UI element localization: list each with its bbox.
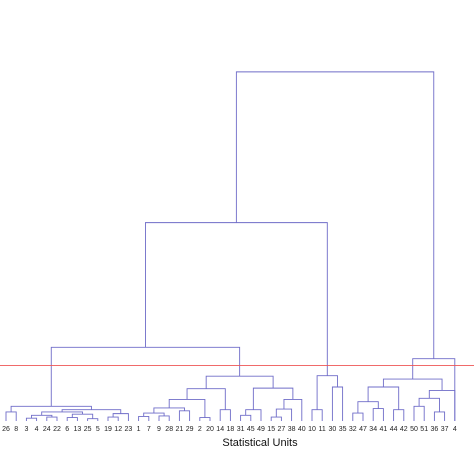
leaf-label: 7 [147,426,151,433]
dendrogram-link-10 [61,409,122,414]
dendrogram-link-37 [367,386,400,410]
dendrogram-links [5,71,456,421]
dendrogram-link-11 [10,405,92,412]
dendrogram-link-6 [71,413,94,419]
dendrogram-link-42 [382,378,443,391]
leaf-label: 8 [14,426,18,433]
dendrogram-link-5 [87,418,99,421]
leaf-label: 13 [74,426,82,433]
leaf-label: 26 [2,426,10,433]
dendrogram-link-1 [25,417,38,421]
leaf-label: 50 [410,426,418,433]
dendrogram-link-24 [275,408,293,421]
leaf-label: 20 [206,426,214,433]
x-axis-title: Statistical Units [222,437,298,449]
dendrogram-link-7 [41,411,83,416]
leaf-label: 19 [104,426,112,433]
dendrogram-link-0 [5,411,17,421]
dendrogram-link-30 [331,386,344,421]
leaf-label: 28 [165,426,173,433]
dendrogram-link-21 [240,414,252,421]
dendrogram-link-2 [46,416,58,421]
leaf-label: 41 [380,426,388,433]
leaf-label: 15 [267,426,275,433]
dendrogram-link-28 [50,346,241,407]
leaf-label: 35 [339,426,347,433]
dendrogram-link-26 [252,387,294,410]
leaf-label: 14 [216,426,224,433]
leaf-label: 6 [65,426,69,433]
dendrogram-link-18 [168,399,206,418]
dendrogram-link-33 [352,412,364,421]
leaf-label: 36 [431,426,439,433]
dendrogram-link-36 [393,409,405,421]
dendrogram-link-39 [433,411,446,421]
leaf-label: 23 [125,426,133,433]
leaf-label: 51 [420,426,428,433]
dendrogram-link-32 [145,222,328,376]
leaf-label: 18 [227,426,235,433]
dendrogram-link-15 [178,410,191,421]
leaf-label: 12 [114,426,122,433]
dendrogram-link-12 [138,416,150,421]
leaf-label: 5 [96,426,100,433]
dendrogram-link-29 [311,409,323,421]
leaf-label: 24 [43,426,51,433]
leaf-label: 2 [198,426,202,433]
leaf-label: 34 [369,426,377,433]
leaf-label: 27 [278,426,286,433]
leaf-label: 42 [400,426,408,433]
dendrogram-link-41 [428,389,456,421]
dendrogram-link-4 [66,417,78,421]
leaf-label: 30 [329,426,337,433]
leaf-label: 37 [441,426,449,433]
dendrogram-link-27 [205,375,274,389]
leaf-label: 4 [35,426,39,433]
leaf-label: 45 [247,426,255,433]
leaf-label: 32 [349,426,357,433]
leaf-label: 25 [84,426,92,433]
leaf-label: 29 [186,426,194,433]
dendrogram-link-34 [372,408,384,421]
dendrogram-link-31 [316,375,338,410]
dendrogram-link-22 [245,409,262,421]
dendrogram-link-38 [413,405,425,421]
dendrogram-link-40 [418,397,440,412]
leaf-label: 10 [308,426,316,433]
dendrogram-link-35 [357,401,379,414]
leaf-label: 4 [453,426,457,433]
leaf-label: 49 [257,426,265,433]
leaf-label: 9 [157,426,161,433]
dendrogram-link-23 [270,416,282,421]
leaf-label: 1 [137,426,141,433]
dendrogram-link-8 [107,416,119,421]
dendrogram-link-19 [219,409,231,421]
leaf-labels: 26 8 3 4 24 22 6 13 25 5 19 12 23 1 7 9 28 21 29 2 20 14 18 31 4… [2,426,457,433]
leaf-label: 3 [24,426,28,433]
dendrogram-link-25 [283,399,303,421]
leaf-label: 31 [237,426,245,433]
dendrogram-link-17 [199,417,211,421]
dendrogram-link-13 [158,415,170,421]
dendrogram-link-44 [235,71,435,359]
leaf-label: 44 [390,426,398,433]
leaf-label: 11 [319,426,326,433]
leaf-label: 22 [53,426,61,433]
leaf-label: 21 [176,426,184,433]
leaf-label: 47 [359,426,367,433]
leaf-label: 38 [288,426,296,433]
leaf-label: 40 [298,426,306,433]
dendrogram-link-43 [412,358,456,421]
